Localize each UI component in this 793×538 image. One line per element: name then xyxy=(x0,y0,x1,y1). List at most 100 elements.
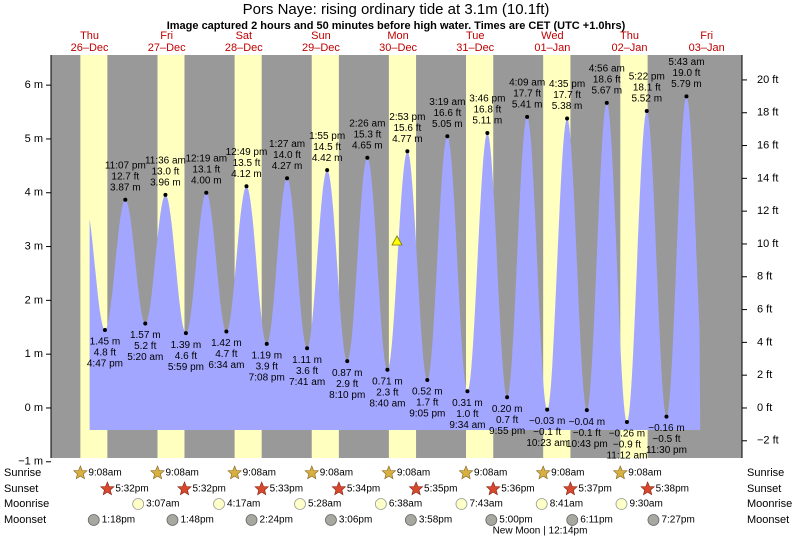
sunrise-icon xyxy=(458,465,474,480)
tide-point xyxy=(123,197,128,202)
tide-point xyxy=(684,94,689,99)
y2-tick-label: 6 ft xyxy=(757,303,772,315)
y2-tick-label: 0 ft xyxy=(757,402,772,414)
sunrise-time: 9:08am xyxy=(474,468,507,479)
tide-time: 5:43 am xyxy=(668,57,704,68)
y2-tick-label: −2 ft xyxy=(757,435,779,447)
tide-height-m: 1.11 m xyxy=(292,355,322,366)
y-tick-label: 4 m xyxy=(25,187,43,199)
tide-time: 4:35 pm xyxy=(549,79,585,90)
tide-height-ft: 4.6 ft xyxy=(175,351,197,362)
moonset-icon xyxy=(166,514,179,526)
sunset-time: 5:38pm xyxy=(656,484,689,495)
day-date: 29–Dec xyxy=(302,42,340,54)
tide-time: 4:09 am xyxy=(509,78,545,89)
moonset-icon xyxy=(87,514,100,526)
chart-title: Pors Naye: rising ordinary tide at 3.1m … xyxy=(243,1,550,18)
tide-time: 12:49 pm xyxy=(226,147,268,158)
tide-time: 2:53 pm xyxy=(389,112,425,123)
day-name: Wed xyxy=(541,30,563,42)
tide-height-m: −0.16 m xyxy=(648,423,684,434)
y2-tick-label: 20 ft xyxy=(757,74,778,86)
sunset-time: 5:32pm xyxy=(192,484,225,495)
y2-tick-label: 16 ft xyxy=(757,139,778,151)
tide-height-ft: −0.5 ft xyxy=(652,434,680,445)
moonrise-icon xyxy=(294,498,306,510)
moonrise-time: 4:17am xyxy=(227,499,260,510)
tide-height-m: 0.87 m xyxy=(332,368,363,379)
tide-height-ft: −0.1 ft xyxy=(573,428,601,439)
chart-subtitle: Image captured 2 hours and 50 minutes be… xyxy=(167,20,626,32)
moonrise-time: 9:30am xyxy=(629,499,662,510)
row-label: Sunrise xyxy=(4,467,41,479)
day-name: Thu xyxy=(620,30,639,42)
tide-point xyxy=(445,134,450,139)
day-name: Tue xyxy=(466,30,485,42)
tide-height-m: −0.03 m xyxy=(529,416,565,427)
tide-height-ft: 17.7 ft xyxy=(553,90,581,101)
tide-point xyxy=(163,192,168,197)
tide-height-m: 0.20 m xyxy=(492,404,523,415)
day-date: 30–Dec xyxy=(379,42,417,54)
row-label: Moonrise xyxy=(4,498,49,510)
sunrise-time: 9:08am xyxy=(165,468,198,479)
tide-height-ft: 2.3 ft xyxy=(376,387,398,398)
moonrise-time: 7:43am xyxy=(469,499,502,510)
tide-time: 3:19 am xyxy=(429,97,465,108)
tide-height-m: 1.57 m xyxy=(130,330,161,341)
tide-point xyxy=(244,184,249,189)
tide-height-m: 4.65 m xyxy=(352,140,383,151)
y2-tick-label: 10 ft xyxy=(757,238,778,250)
tide-time: 10:23 am xyxy=(526,438,568,449)
tide-time: 12:19 am xyxy=(185,153,227,164)
tide-point xyxy=(505,395,510,400)
tide-time: 8:40 am xyxy=(369,398,405,409)
moonset-icon xyxy=(404,514,417,526)
tide-height-ft: 13.1 ft xyxy=(192,164,220,175)
tide-point xyxy=(143,321,148,326)
tide-height-m: 1.39 m xyxy=(171,340,202,351)
sunrise-icon xyxy=(381,465,397,480)
day-date: 31–Dec xyxy=(456,42,494,54)
moonset-icon xyxy=(647,514,660,526)
sunrise-icon xyxy=(612,465,628,480)
tide-point xyxy=(465,389,470,394)
sunrise-time: 9:08am xyxy=(628,468,661,479)
day-date: 26–Dec xyxy=(71,42,109,54)
sunrise-time: 9:08am xyxy=(397,468,430,479)
moonset-time: 5:00pm xyxy=(499,515,532,526)
tide-height-ft: 3.6 ft xyxy=(296,366,318,377)
tide-time: 6:34 am xyxy=(208,360,244,371)
day-name: Fri xyxy=(160,30,173,42)
sunset-icon xyxy=(640,481,656,496)
tide-height-ft: 18.1 ft xyxy=(633,83,661,94)
tide-time: 9:55 pm xyxy=(489,426,525,437)
y2-tick-label: 18 ft xyxy=(757,107,778,119)
sunset-icon xyxy=(408,481,424,496)
tide-time: 4:47 pm xyxy=(87,359,123,370)
tide-height-m: 0.31 m xyxy=(452,398,483,409)
row-label: Moonset xyxy=(747,514,789,526)
tide-height-ft: 14.5 ft xyxy=(313,142,341,153)
tide-height-ft: 18.6 ft xyxy=(593,75,621,86)
tide-height-m: 5.11 m xyxy=(472,116,502,127)
moonset-icon xyxy=(566,514,579,526)
tide-height-m: 5.38 m xyxy=(552,101,583,112)
tide-point xyxy=(204,190,209,195)
tide-point xyxy=(565,116,570,121)
moonset-icon xyxy=(325,514,337,526)
tide-time: 3:46 pm xyxy=(469,94,505,105)
tide-height-ft: 17.7 ft xyxy=(513,89,541,100)
moonrise-icon xyxy=(535,498,548,510)
sunset-time: 5:34pm xyxy=(347,484,380,495)
tide-height-ft: 3.9 ft xyxy=(256,362,278,373)
y2-tick-label: 4 ft xyxy=(757,336,772,348)
moon-phase: New Moon | 12:14pm xyxy=(493,526,588,537)
tide-point xyxy=(545,407,550,412)
tide-point xyxy=(405,149,410,154)
sunrise-time: 9:08am xyxy=(551,468,584,479)
y-tick-label: 6 m xyxy=(25,79,43,91)
sunset-icon xyxy=(563,481,578,496)
tide-point xyxy=(345,359,350,364)
